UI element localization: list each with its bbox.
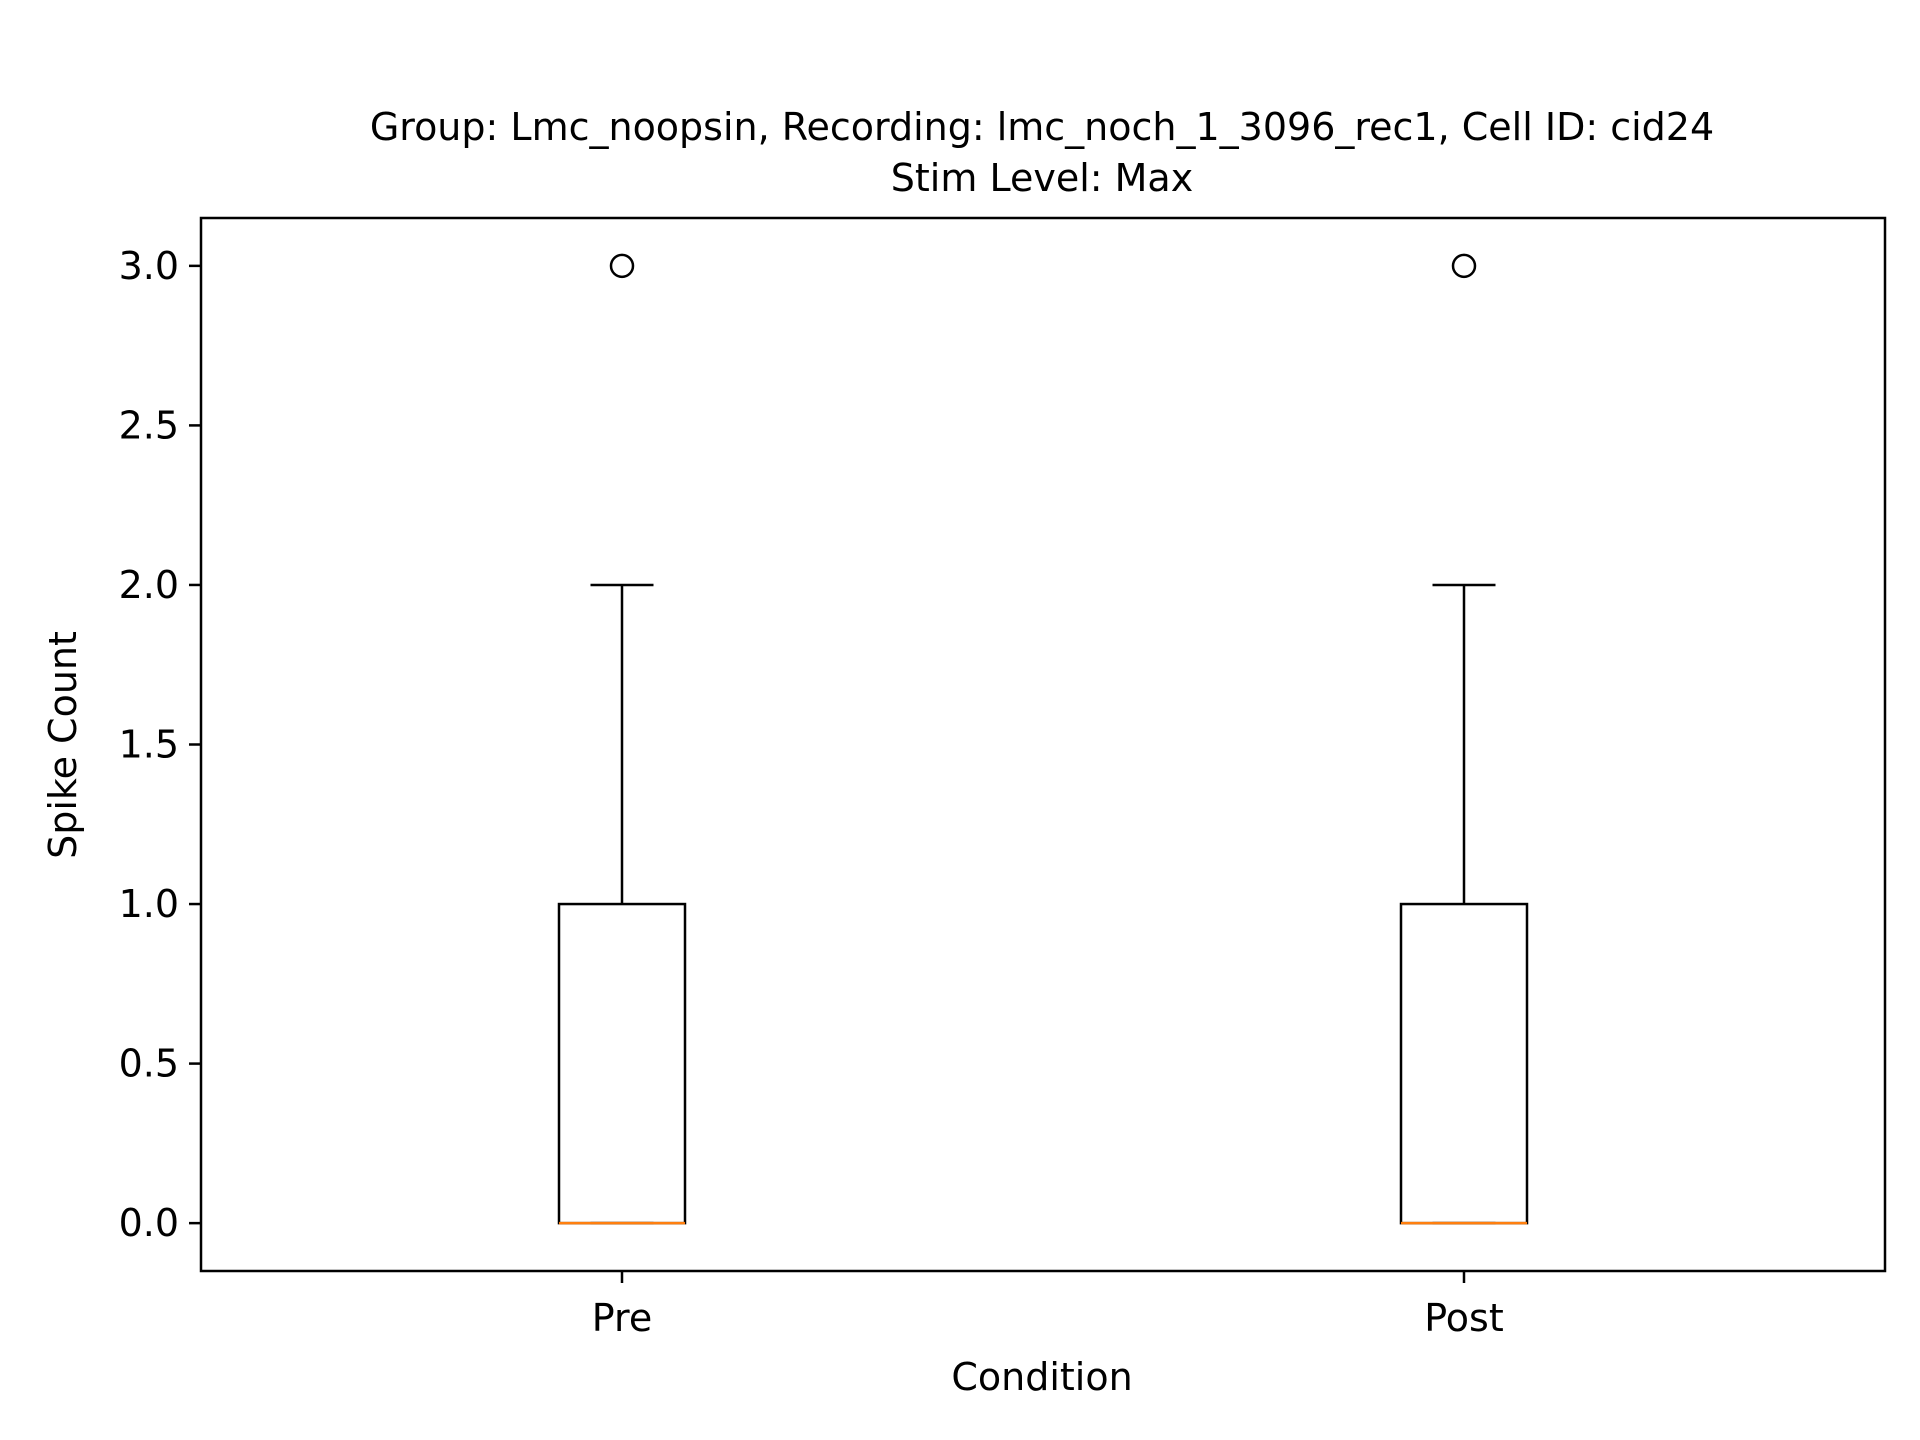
box-rect — [1399, 902, 1529, 1225]
chart-title-line1: Group: Lmc_noopsin, Recording: lmc_noch_… — [370, 105, 1714, 149]
x-tick-label: Pre — [592, 1296, 652, 1340]
outlier-point — [1451, 253, 1477, 279]
x-axis-ticks: Pre Post — [592, 1271, 1504, 1340]
y-axis-label: Spike Count — [41, 631, 85, 859]
y-tick-label: 0.0 — [119, 1201, 179, 1245]
box-pre — [557, 253, 687, 1225]
chart-title-line2: Stim Level: Max — [891, 156, 1193, 200]
x-tick-label: Post — [1424, 1296, 1504, 1340]
y-axis-ticks: 0.0 0.5 1.0 1.5 2.0 2.5 3.0 — [119, 244, 201, 1245]
y-tick-label: 2.0 — [119, 563, 179, 607]
y-tick-label: 3.0 — [119, 244, 179, 288]
outlier-point — [609, 253, 635, 279]
y-tick-label: 1.5 — [119, 723, 179, 767]
y-tick-label: 0.5 — [119, 1042, 179, 1086]
y-tick-label: 1.0 — [119, 882, 179, 926]
box-post — [1399, 253, 1529, 1225]
box-series — [557, 253, 1529, 1225]
plot-area-frame — [199, 216, 1887, 1273]
box-rect — [557, 902, 687, 1225]
x-axis-label: Condition — [951, 1355, 1132, 1399]
y-tick-label: 2.5 — [119, 403, 179, 447]
